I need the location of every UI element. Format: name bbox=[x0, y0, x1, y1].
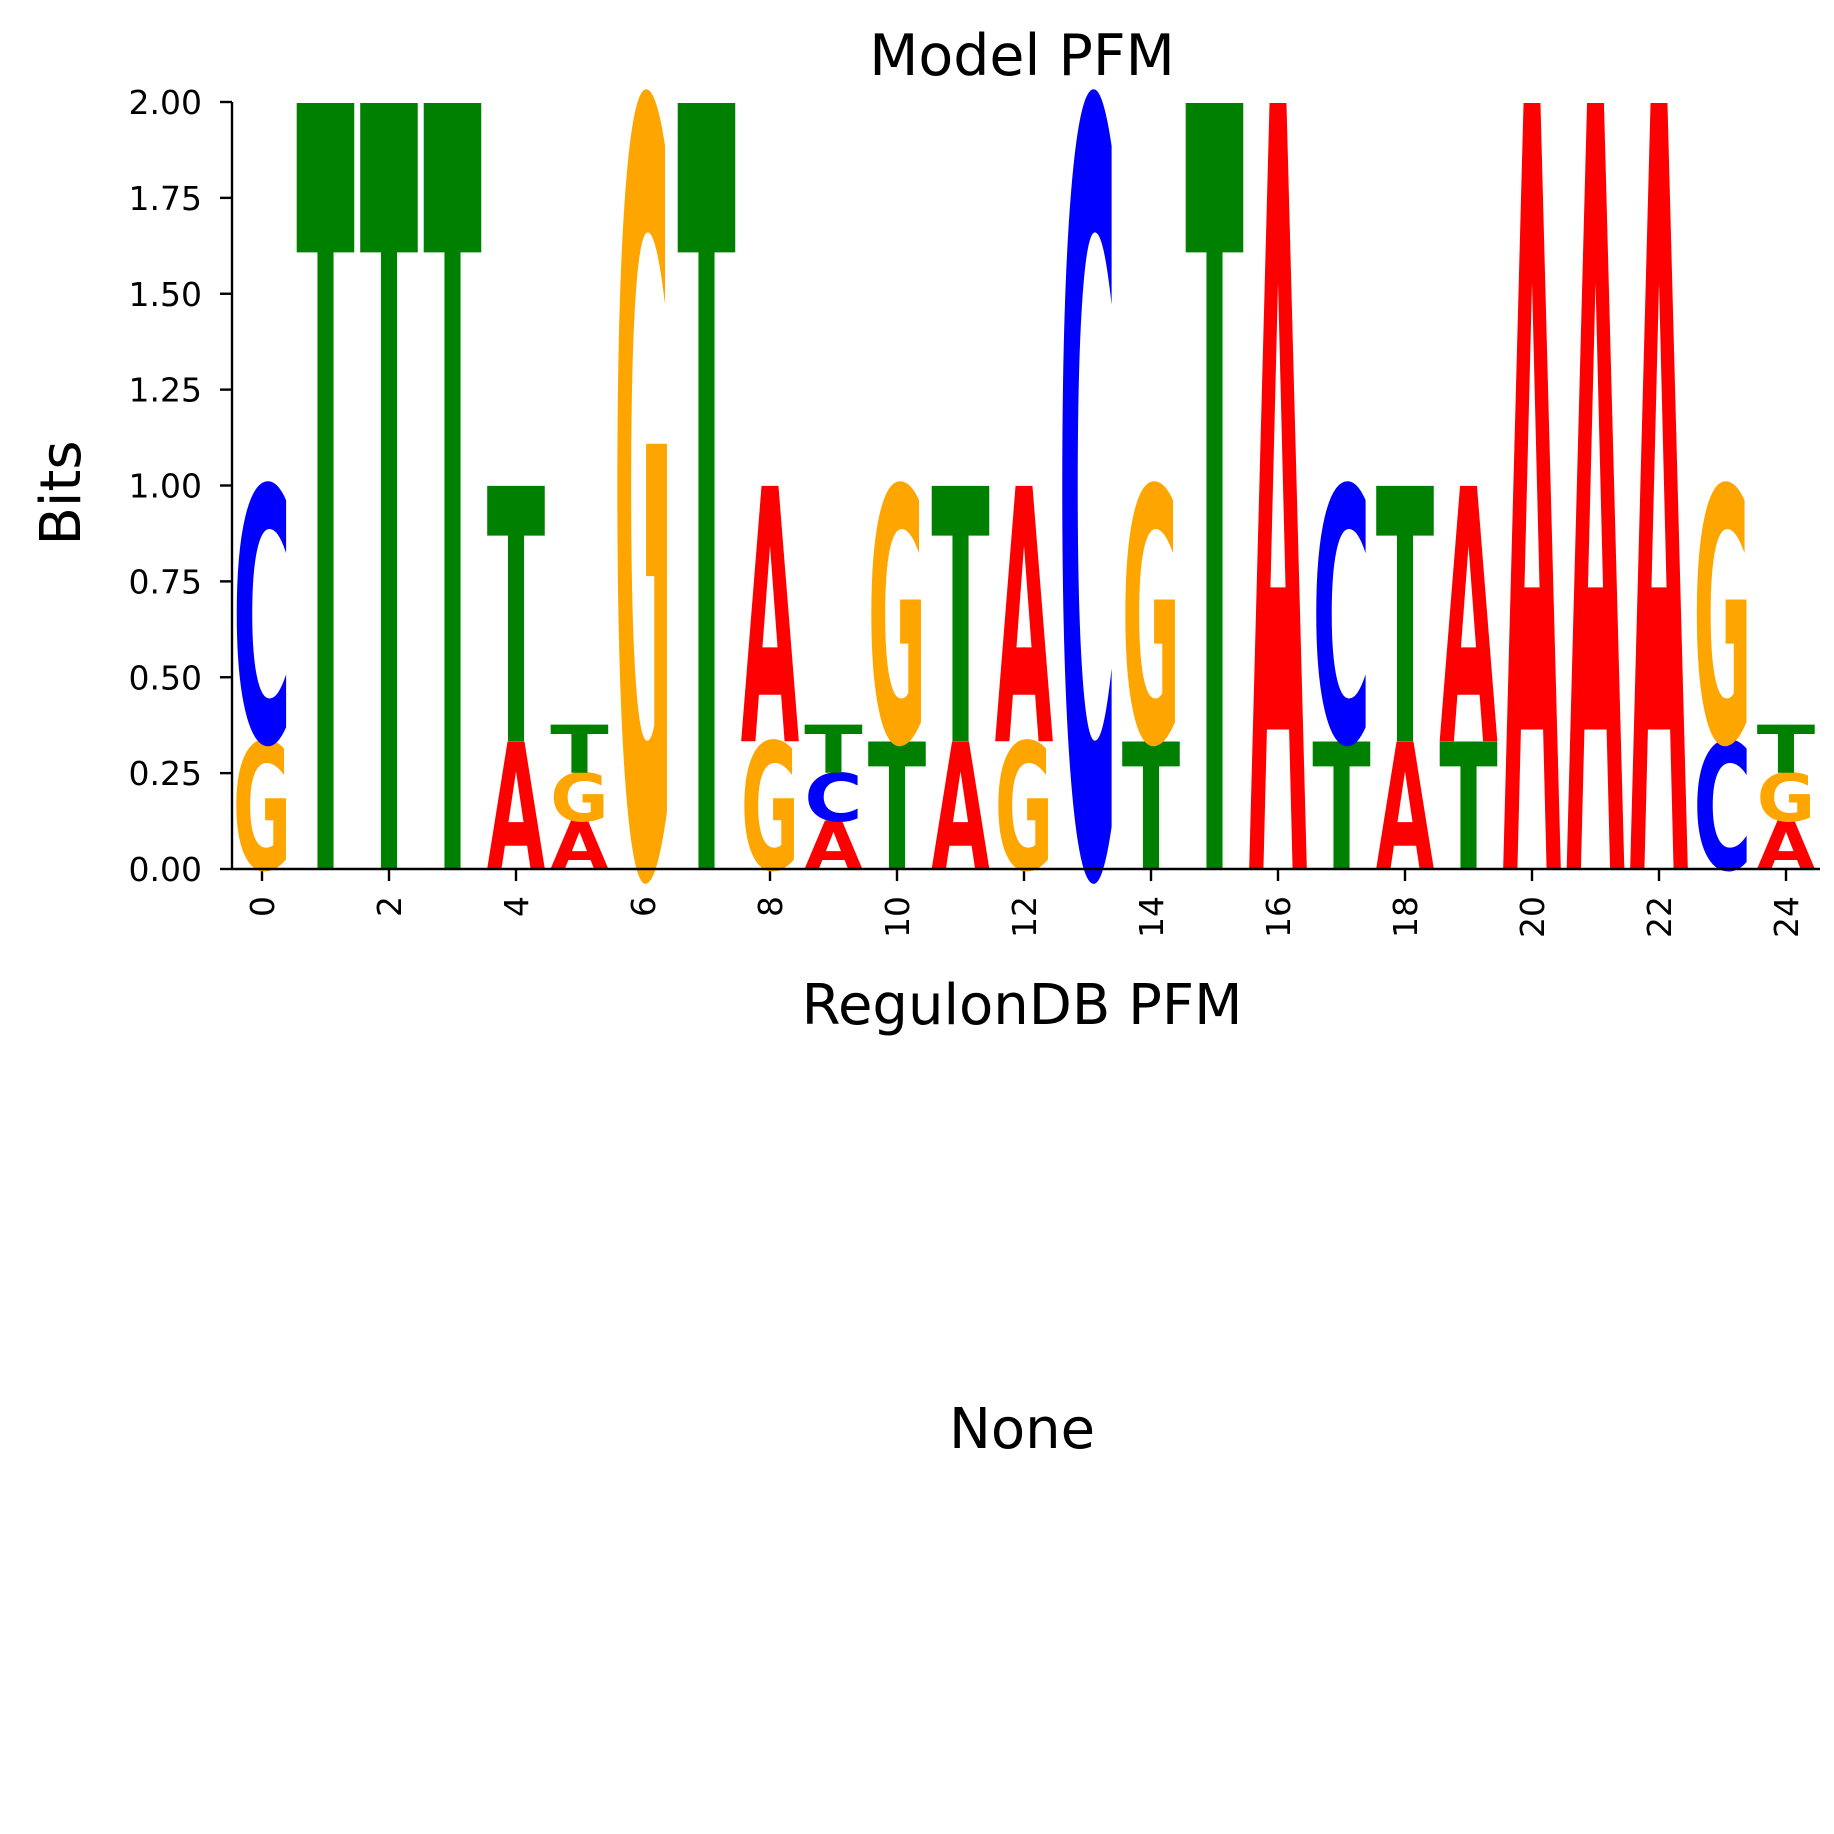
x-tick-label: 4 bbox=[497, 896, 536, 917]
y-tick-label: 1.25 bbox=[129, 371, 202, 410]
y-tick-label: 2.00 bbox=[129, 83, 202, 122]
logo-letter-t: T bbox=[550, 712, 608, 789]
x-tick-label: 14 bbox=[1132, 896, 1171, 938]
logo-letter-g: G bbox=[1693, 416, 1751, 825]
logo-letter-t: T bbox=[931, 417, 989, 825]
x-tick-label: 0 bbox=[243, 896, 282, 917]
logo-letter-a: A bbox=[1757, 808, 1816, 885]
logo-letter-a: A bbox=[1503, 0, 1562, 1117]
logo-letter-g: G bbox=[995, 708, 1053, 911]
logo-letter-g: G bbox=[868, 416, 926, 825]
logo-letter-t: T bbox=[1757, 712, 1815, 789]
x-tick-label: 18 bbox=[1386, 896, 1425, 938]
logo-letter-c: C bbox=[1058, 0, 1116, 1117]
logo-letter-a: A bbox=[1249, 0, 1308, 1117]
logo-letter-g: G bbox=[550, 761, 608, 838]
x-tick-label: 12 bbox=[1005, 896, 1044, 938]
logo-letter-a: A bbox=[550, 808, 609, 885]
logo-letter-a: A bbox=[1630, 0, 1689, 1117]
x-tick-label: 20 bbox=[1513, 896, 1552, 938]
logo-letter-t: T bbox=[804, 712, 862, 789]
x-tick-label: 2 bbox=[370, 896, 409, 917]
logo-letter-t: T bbox=[487, 417, 545, 825]
logo-letter-a: A bbox=[487, 707, 545, 911]
logo-letter-g: G bbox=[1757, 761, 1815, 838]
y-axis: 0.00 0.25 0.50 0.75 1.00 1.25 1.50 1.75 2.00 bbox=[129, 83, 232, 889]
y-tick-label: 1.75 bbox=[129, 179, 202, 218]
logo-letter-g: G bbox=[1122, 416, 1180, 825]
logo-letter-g: G bbox=[614, 0, 672, 1117]
x-tick-label: 10 bbox=[878, 896, 917, 938]
x-axis-label: RegulonDB PFM bbox=[802, 973, 1243, 1038]
y-axis-label: Bits bbox=[29, 440, 94, 545]
logo-letter-c: C bbox=[1693, 708, 1751, 911]
logo-letter-t: T bbox=[423, 0, 482, 1117]
logo-letter-t: T bbox=[1185, 0, 1244, 1117]
x-tick-label: 22 bbox=[1640, 896, 1679, 938]
logo-letter-t: T bbox=[360, 0, 419, 1117]
logo-letter-t: T bbox=[677, 0, 736, 1117]
x-tick-label: 16 bbox=[1259, 896, 1298, 938]
logo-letter-g: G bbox=[741, 708, 799, 911]
logo-letter-t: T bbox=[1312, 708, 1370, 911]
logo-letter-a: A bbox=[1566, 0, 1625, 1117]
x-axis: 0 2 4 6 8 10 12 14 16 18 20 22 24 bbox=[243, 869, 1806, 938]
y-tick-label: 0.75 bbox=[129, 562, 202, 601]
logo-letter-a: A bbox=[1376, 707, 1434, 911]
logo-letter-c: C bbox=[1312, 416, 1370, 824]
y-tick-label: 0.25 bbox=[129, 754, 202, 793]
logo-letter-t: T bbox=[1376, 417, 1434, 825]
y-tick-label: 1.00 bbox=[129, 467, 202, 506]
y-tick-label: 1.50 bbox=[129, 275, 202, 314]
y-tick-label: 0.00 bbox=[129, 850, 202, 889]
logo-letter-a: A bbox=[931, 707, 989, 911]
x-tick-label: 24 bbox=[1767, 896, 1806, 938]
logo-letter-c: C bbox=[804, 761, 862, 837]
logo-letter-a: A bbox=[741, 416, 799, 824]
empty-panel-label: None bbox=[949, 1397, 1095, 1462]
x-tick-label: 8 bbox=[751, 896, 790, 917]
x-tick-label: 6 bbox=[624, 896, 663, 917]
chart-title: Model PFM bbox=[869, 23, 1175, 89]
logo-letter-t: T bbox=[1122, 708, 1180, 911]
logo-letter-t: T bbox=[1439, 708, 1497, 911]
logo-letter-t: T bbox=[296, 0, 355, 1117]
logo-letter-a: A bbox=[995, 416, 1053, 824]
logo-letter-g: G bbox=[233, 708, 291, 911]
logo-letter-c: C bbox=[233, 416, 291, 824]
y-tick-label: 0.50 bbox=[129, 658, 202, 697]
logo-letter-a: A bbox=[804, 808, 863, 885]
logo-letter-t: T bbox=[868, 708, 926, 911]
logo-letter-a: A bbox=[1439, 416, 1497, 824]
